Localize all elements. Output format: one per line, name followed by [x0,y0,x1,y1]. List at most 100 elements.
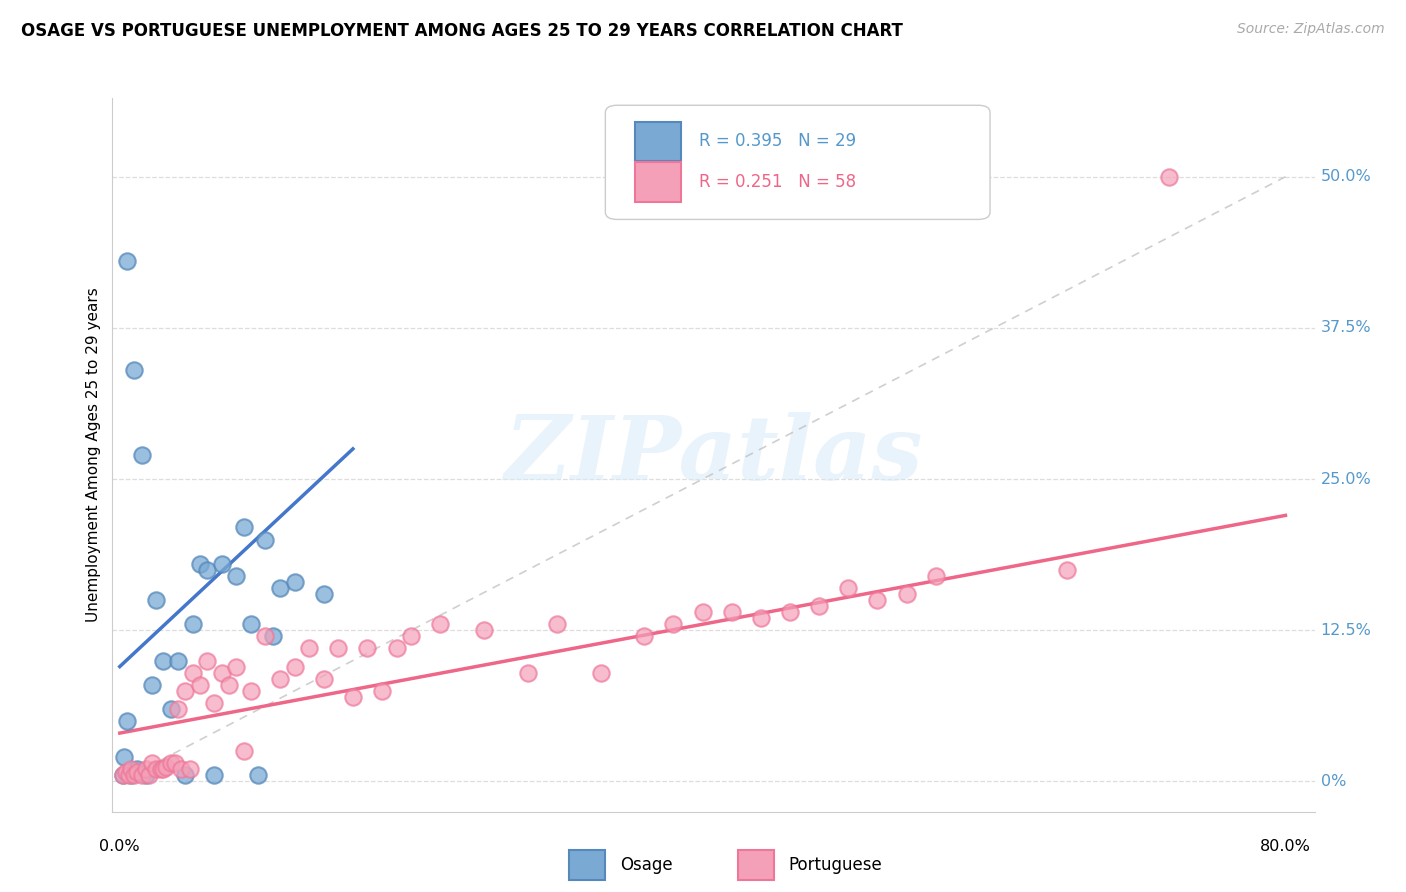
Point [232,520,254,534]
Bar [636,162,681,202]
Point [218,678,240,692]
Point [170,763,193,777]
Point [141,756,163,771]
Point [174,768,197,782]
Text: R = 0.395   N = 29: R = 0.395 N = 29 [699,132,856,150]
Text: Portuguese: Portuguese [789,856,882,874]
Point [472,624,495,638]
Point [211,665,233,680]
Point [546,617,568,632]
Point [195,563,218,577]
Text: 25.0%: 25.0% [1320,472,1371,487]
Point [247,768,270,782]
Point [516,665,538,680]
Point [141,678,163,692]
Point [127,764,149,779]
Point [232,744,254,758]
Point [131,448,153,462]
Point [312,587,335,601]
Point [195,654,218,668]
Point [181,617,204,632]
Text: R = 0.251   N = 58: R = 0.251 N = 58 [699,173,856,191]
FancyBboxPatch shape [606,105,990,219]
Point [181,665,204,680]
Point [284,574,307,589]
Point [165,756,187,771]
Point [1056,563,1078,577]
Point [298,641,321,656]
Point [262,629,284,643]
Point [174,683,197,698]
Point [111,768,134,782]
Point [1157,169,1180,184]
Point [167,702,190,716]
Point [145,593,167,607]
Point [155,760,177,774]
Point [112,750,135,764]
Text: 37.5%: 37.5% [1320,320,1371,335]
Point [328,641,350,656]
Point [896,587,918,601]
Point [269,581,291,595]
Text: Osage: Osage [620,856,672,874]
Point [239,683,262,698]
Point [120,768,142,782]
Point [633,629,655,643]
Point [749,611,772,625]
Point [720,605,742,619]
Y-axis label: Unemployment Among Ages 25 to 29 years: Unemployment Among Ages 25 to 29 years [86,287,101,623]
Point [124,768,146,782]
Point [152,654,174,668]
Point [204,768,226,782]
Bar [636,121,681,161]
Point [312,672,335,686]
Text: 50.0%: 50.0% [1320,169,1371,185]
Point [111,768,134,782]
Text: ZIPatlas: ZIPatlas [505,412,922,498]
Point [269,672,291,686]
Point [120,763,142,777]
Point [662,617,685,632]
Point [152,763,174,777]
Point [837,581,859,595]
Point [167,654,190,668]
Point [124,363,146,377]
Point [284,659,307,673]
Bar [569,850,606,880]
Point [866,593,889,607]
Point [159,702,181,716]
Point [371,683,394,698]
Bar [738,850,773,880]
Point [254,533,277,547]
Text: Source: ZipAtlas.com: Source: ZipAtlas.com [1237,22,1385,37]
Point [239,617,262,632]
Point [138,768,160,782]
Point [188,678,211,692]
Point [692,605,714,619]
Point [204,696,226,710]
Text: 0%: 0% [1320,774,1346,789]
Point [399,629,422,643]
Point [211,557,233,571]
Point [225,569,247,583]
Point [342,690,364,704]
Point [149,763,172,777]
Point [179,763,201,777]
Text: 80.0%: 80.0% [1260,839,1310,855]
Point [135,763,157,777]
Point [429,617,451,632]
Point [254,629,277,643]
Point [225,659,247,673]
Point [114,764,136,779]
Point [145,763,167,777]
Point [589,665,612,680]
Point [925,569,948,583]
Point [117,768,139,782]
Text: OSAGE VS PORTUGUESE UNEMPLOYMENT AMONG AGES 25 TO 29 YEARS CORRELATION CHART: OSAGE VS PORTUGUESE UNEMPLOYMENT AMONG A… [21,22,903,40]
Text: 0.0%: 0.0% [100,839,141,855]
Point [188,557,211,571]
Point [115,254,138,268]
Point [356,641,378,656]
Point [131,768,153,782]
Point [808,599,831,613]
